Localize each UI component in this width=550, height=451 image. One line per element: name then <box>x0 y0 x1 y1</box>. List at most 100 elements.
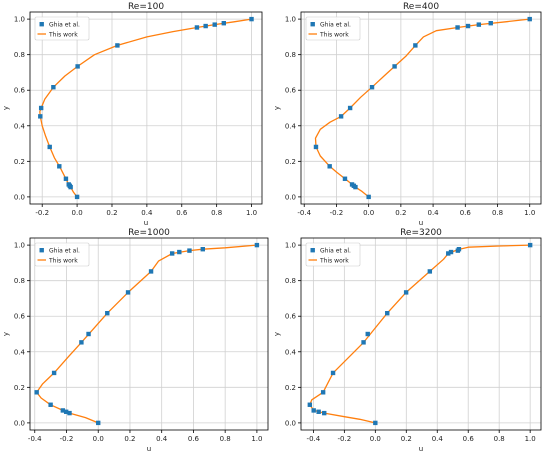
y-tick-label: 0.6 <box>285 313 297 321</box>
y-tick-label: 0.4 <box>14 348 26 356</box>
data-point-ghia <box>488 21 493 26</box>
plot-area <box>30 238 268 430</box>
axes-frame <box>300 11 542 205</box>
x-tick-label: 0.8 <box>220 435 231 443</box>
chart-title: Re=400 <box>403 2 439 12</box>
x-tick-label: 1.0 <box>246 209 257 217</box>
x-tick-label: 0.2 <box>395 209 406 217</box>
legend: Ghia et al. This work <box>34 242 90 267</box>
legend-marker-ghia <box>39 22 44 27</box>
legend-box <box>34 16 90 41</box>
y-axis-label: y <box>2 106 10 110</box>
data-point-ghia <box>446 251 451 256</box>
y-axis-label: y <box>2 332 10 336</box>
data-point-ghia <box>361 340 366 345</box>
data-point-ghia <box>57 164 62 169</box>
data-point-ghia <box>316 409 321 414</box>
y-axis-label: y <box>273 106 281 110</box>
x-axis-label: u <box>144 219 148 227</box>
data-point-ghia <box>63 409 69 414</box>
data-point-ghia <box>320 390 326 395</box>
legend-label-ghia: Ghia et al. <box>49 22 80 29</box>
data-point-ghia <box>369 85 375 90</box>
y-tick-label: 0.6 <box>14 313 26 321</box>
x-tick-label: 1.0 <box>251 435 262 443</box>
data-point-ghia <box>79 340 84 345</box>
x-tick-label: 0.8 <box>492 209 503 217</box>
chart-title: Re=3200 <box>400 228 442 238</box>
chart-panel-1: -0.2 0.0 0.2 0.4 0.6 0.8 1.0 0.0 0.2 0.4 0.6 0.8 1.0… <box>2 2 263 227</box>
y-tick-label: 0.4 <box>285 348 297 356</box>
data-point-ghia <box>48 402 53 407</box>
axes-frame <box>29 11 263 205</box>
x-tick-label: 0.6 <box>176 209 188 217</box>
data-point-ghia <box>177 249 182 255</box>
y-tick-label: 0.8 <box>285 277 296 285</box>
y-tick-label: 0.8 <box>14 277 25 285</box>
x-tick-label: 0.0 <box>363 209 374 217</box>
data-point-ghia <box>86 331 91 337</box>
y-axis-label: y <box>273 332 281 336</box>
data-point-ghia <box>366 194 371 200</box>
data-point-ghia <box>392 64 397 69</box>
data-point-ghia <box>75 64 80 69</box>
x-tick-label: -0.4 <box>28 435 42 443</box>
plot-area <box>301 12 541 204</box>
y-tick-label: 0.2 <box>14 384 25 392</box>
data-point-ghia <box>187 248 192 253</box>
data-point-ghia <box>338 114 344 119</box>
data-point-ghia <box>169 251 175 256</box>
y-tick-label: 0.2 <box>14 158 25 166</box>
y-tick-label: 0.0 <box>14 193 25 201</box>
data-point-ghia <box>527 242 533 248</box>
data-point-ghia <box>125 290 131 295</box>
y-tick-label: 0.4 <box>285 122 297 130</box>
data-point-ghia <box>448 249 454 255</box>
data-point-ghia <box>194 25 200 30</box>
x-tick-label: 0.6 <box>460 209 472 217</box>
chart-title: Re=100 <box>128 2 164 12</box>
data-point-ghia <box>105 311 110 316</box>
y-tick-label: 0.6 <box>285 87 297 95</box>
legend-marker-ghia <box>310 248 315 253</box>
x-axis-label: u <box>147 445 151 451</box>
data-point-ghia <box>74 194 80 200</box>
x-tick-label: 0.0 <box>72 209 83 217</box>
legend-label-ghia: Ghia et al. <box>320 248 351 255</box>
data-point-ghia <box>66 182 71 187</box>
data-point-ghia <box>254 242 260 248</box>
data-point-ghia <box>349 182 355 187</box>
x-tick-label: 0.4 <box>428 209 440 217</box>
y-tick-label: 0.8 <box>285 51 296 59</box>
data-point-ghia <box>200 247 205 252</box>
x-tick-label: 1.0 <box>524 209 535 217</box>
x-tick-label: 0.6 <box>463 435 475 443</box>
legend-label-this-work: This work <box>319 258 349 265</box>
legend-label-this-work: This work <box>48 258 78 265</box>
y-tick-label: 1.0 <box>14 16 25 24</box>
y-tick-label: 1.0 <box>285 16 296 24</box>
legend-marker-ghia <box>39 248 44 253</box>
data-point-ghia <box>385 311 390 316</box>
y-tick-label: 0.2 <box>285 158 296 166</box>
y-tick-label: 0.8 <box>14 51 25 59</box>
legend: Ghia et al. This work <box>305 242 361 267</box>
x-tick-label: -0.2 <box>338 435 352 443</box>
x-tick-label: 0.2 <box>401 435 412 443</box>
y-tick-label: 0.2 <box>285 384 296 392</box>
data-point-ghia <box>67 410 72 416</box>
data-point-ghia <box>221 21 226 26</box>
legend-label-this-work: This work <box>48 32 78 39</box>
chart-title: Re=1000 <box>128 228 170 238</box>
chart-panel-2: -0.4 -0.2 0.0 0.2 0.4 0.6 0.8 1.0 0.0 0.2 0.4 0.6 0.… <box>273 2 542 227</box>
data-point-ghia <box>38 114 43 119</box>
y-tick-label: 0.4 <box>14 122 26 130</box>
legend-box <box>305 16 361 41</box>
data-point-ghia <box>203 23 208 29</box>
legend-label-ghia: Ghia et al. <box>320 22 351 29</box>
data-point-ghia <box>38 105 44 111</box>
x-tick-label: -0.2 <box>330 209 344 217</box>
x-tick-label: 0.8 <box>211 209 222 217</box>
data-point-ghia <box>527 16 532 22</box>
